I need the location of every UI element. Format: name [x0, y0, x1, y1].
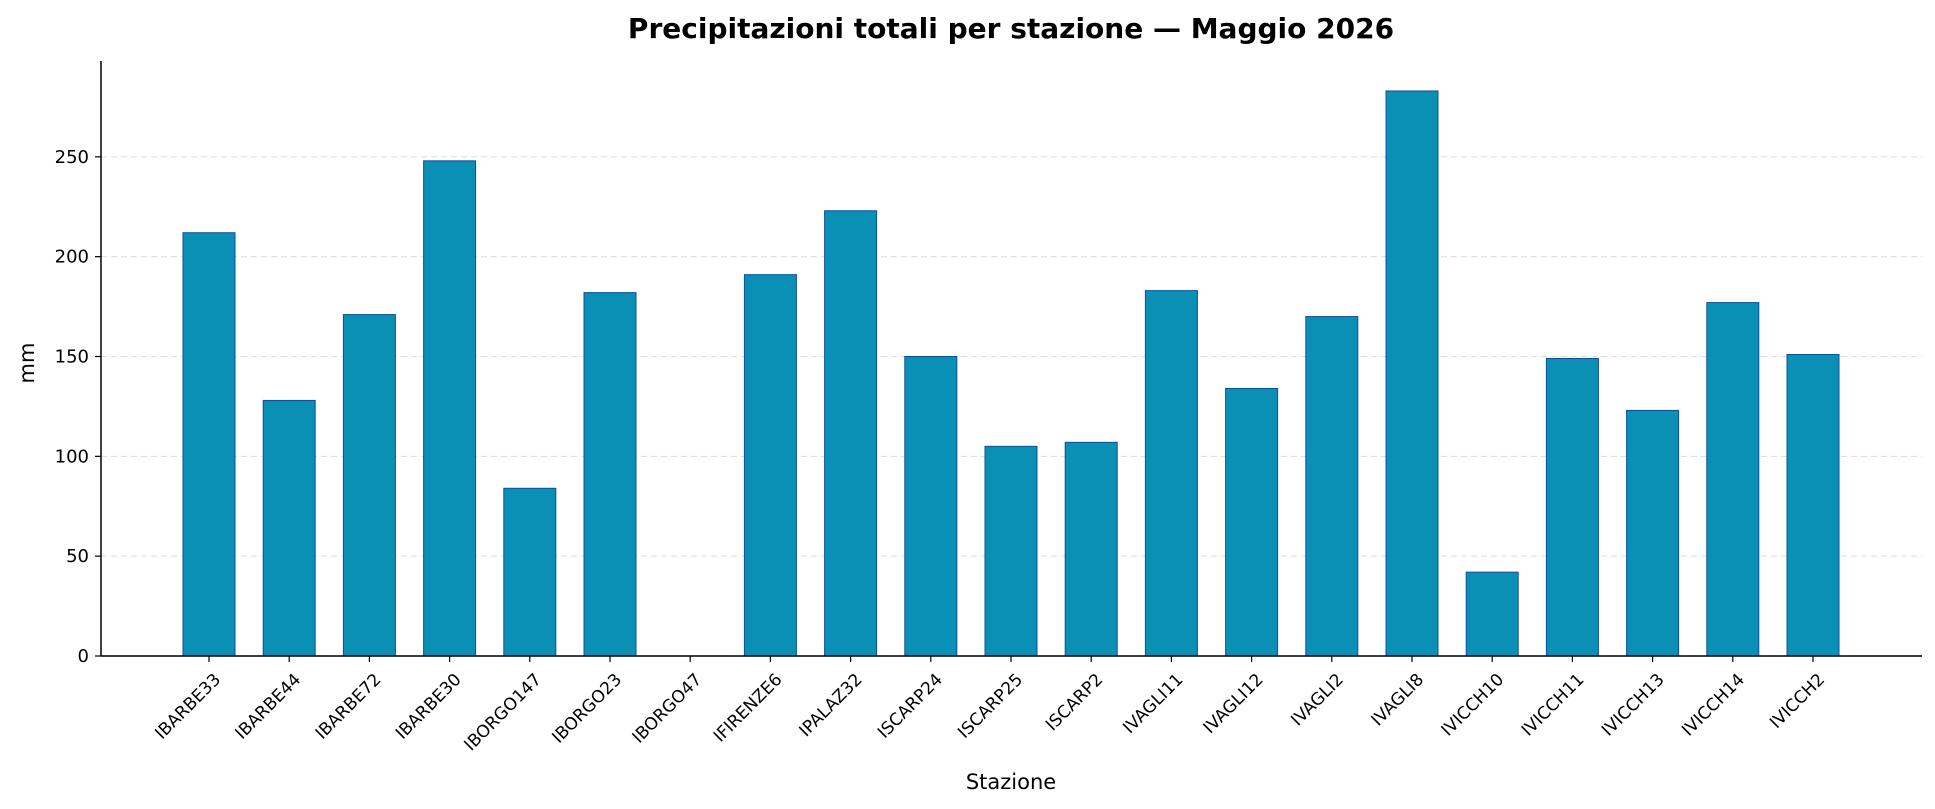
x-tick-label: IVICCH10 [1438, 670, 1509, 741]
x-tick-label: IBARBE30 [392, 670, 466, 744]
x-tick-label: IVAGLI8 [1368, 670, 1428, 730]
y-tick-label: 0 [78, 646, 89, 667]
x-tick-label: IPALAZ32 [796, 670, 867, 741]
x-tick-label: IFIRENZE6 [710, 670, 787, 747]
x-tick-label: IVICCH2 [1766, 670, 1829, 733]
x-tick-label: IBORGO147 [461, 670, 546, 755]
x-tick-label: IVICCH14 [1678, 670, 1749, 741]
bar-ivicch13 [1626, 409, 1680, 657]
bar-iborgo147 [503, 487, 557, 657]
x-tick-label: IVAGLI11 [1119, 670, 1187, 738]
x-axis-title: Stazione [966, 770, 1056, 794]
y-tick-label: 200 [55, 247, 89, 268]
x-tick-label: IBARBE44 [232, 670, 306, 744]
y-ticks: 0 50 100 150 200 250 [55, 147, 101, 667]
bar-ivicch11 [1545, 358, 1599, 657]
bar-ivagli11 [1144, 290, 1198, 657]
x-tick-label: ISCARP2 [1042, 670, 1107, 735]
bar-ipalaz32 [824, 210, 878, 657]
bar-ibarbe33 [182, 232, 236, 657]
x-tick-label: IVICCH13 [1598, 670, 1669, 741]
bar-ibarbe30 [423, 160, 477, 657]
y-tick-label: 250 [55, 147, 89, 168]
bar-ivagli8 [1385, 90, 1439, 657]
x-ticks: IBARBE33 IBARBE44 IBARBE72 IBARBE30IBORGO14… [151, 656, 1829, 755]
x-tick-label: IVAGLI2 [1287, 670, 1347, 730]
x-tick-label: IBORGO47 [629, 670, 707, 748]
bars [182, 90, 1840, 657]
bar-ivicch14 [1706, 302, 1760, 657]
y-tick-label: 100 [55, 446, 89, 467]
bar-ivagli2 [1305, 316, 1359, 657]
x-tick-label: ISCARP25 [954, 670, 1027, 743]
bar-ifirenze6 [743, 274, 797, 657]
x-tick-label: IVICCH11 [1518, 670, 1589, 741]
chart-title: Precipitazioni totali per stazione — Mag… [628, 12, 1394, 45]
x-tick-label: IBARBE72 [312, 670, 386, 744]
bar-ibarbe72 [342, 314, 396, 657]
x-tick-label: IVAGLI12 [1200, 670, 1268, 738]
y-axis-title: mm [15, 343, 39, 384]
bar-ibarbe44 [262, 399, 316, 657]
y-tick-label: 150 [55, 347, 89, 368]
bar-ivicch10 [1465, 571, 1519, 657]
bar-iscarp2 [1064, 441, 1118, 657]
y-tick-label: 50 [66, 546, 89, 567]
bar-iborgo23 [583, 292, 637, 657]
bar-iscarp24 [904, 356, 958, 657]
x-tick-label: IBARBE33 [151, 670, 225, 744]
x-tick-label: IBORGO23 [548, 670, 626, 748]
bar-iscarp25 [984, 445, 1038, 657]
bar-ivagli12 [1225, 387, 1279, 657]
bar-ivicch2 [1786, 354, 1840, 657]
x-tick-label: ISCARP24 [874, 670, 947, 743]
